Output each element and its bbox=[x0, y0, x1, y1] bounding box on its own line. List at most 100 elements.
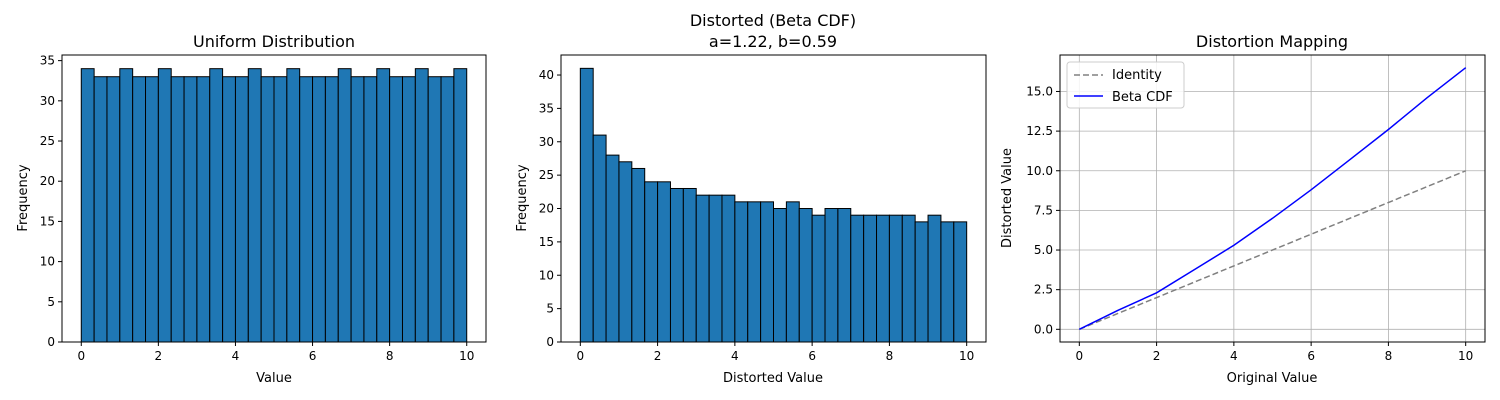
y-tick-label: 35 bbox=[40, 54, 55, 68]
histogram-bar bbox=[222, 76, 236, 343]
y-tick-label: 30 bbox=[539, 135, 554, 149]
uniform-plot-frame bbox=[61, 54, 487, 343]
histogram-bar bbox=[247, 68, 262, 343]
histogram-bar bbox=[196, 76, 211, 343]
histogram-bar bbox=[132, 76, 147, 343]
histogram-bar bbox=[453, 68, 468, 343]
distorted-chart-title: Distorted (Beta CDF) bbox=[690, 11, 856, 30]
histogram-bar bbox=[157, 68, 172, 343]
histogram-bar bbox=[837, 208, 852, 343]
x-tick-label: 4 bbox=[1230, 349, 1238, 363]
uniform-y-axis-label: Frequency bbox=[16, 164, 31, 231]
x-tick-label: 4 bbox=[232, 349, 240, 363]
histogram-bar bbox=[363, 76, 378, 343]
x-tick-label: 2 bbox=[1153, 349, 1161, 363]
histogram-bar bbox=[260, 76, 275, 343]
uniform-y-ticks: 0 5 10 15 20 25 30 35 bbox=[40, 54, 62, 349]
x-tick-label: 10 bbox=[1458, 349, 1473, 363]
x-tick-label: 6 bbox=[309, 349, 317, 363]
mapping-y-axis-label: Distorted Value bbox=[1000, 148, 1015, 248]
y-tick-label: 25 bbox=[40, 134, 55, 148]
histogram-bar bbox=[914, 221, 929, 343]
histogram-bar bbox=[734, 201, 749, 343]
y-tick-label: 0 bbox=[546, 335, 554, 349]
y-tick-label: 7.5 bbox=[1034, 203, 1053, 217]
x-tick-label: 10 bbox=[959, 349, 974, 363]
uniform-x-ticks: 0 2 4 6 8 10 bbox=[77, 342, 474, 363]
histogram-bar bbox=[605, 154, 620, 343]
x-tick-label: 8 bbox=[1385, 349, 1393, 363]
mapping-legend: Identity Beta CDF bbox=[1066, 61, 1185, 109]
y-tick-label: 5 bbox=[546, 302, 554, 316]
y-tick-label: 40 bbox=[539, 68, 554, 82]
legend-label-beta-cdf: Beta CDF bbox=[1112, 90, 1173, 105]
y-tick-label: 25 bbox=[539, 168, 554, 182]
distorted-x-ticks: 0 2 4 6 8 10 bbox=[576, 342, 974, 363]
x-tick-label: 4 bbox=[731, 349, 739, 363]
distorted-histogram-panel: Distorted (Beta CDF) a=1.22, b=0.59 0 2 4 6… bbox=[515, 11, 987, 386]
histogram-bar bbox=[389, 76, 403, 343]
histogram-bar bbox=[669, 187, 684, 343]
x-tick-label: 0 bbox=[77, 349, 85, 363]
mapping-chart-title: Distortion Mapping bbox=[1196, 32, 1348, 51]
series-line-identity bbox=[1079, 170, 1466, 330]
x-tick-label: 2 bbox=[155, 349, 163, 363]
y-tick-label: 30 bbox=[40, 94, 55, 108]
histogram-bar bbox=[209, 68, 224, 343]
histogram-bar bbox=[324, 76, 339, 343]
histogram-bar bbox=[183, 76, 198, 343]
histogram-bar bbox=[876, 214, 890, 343]
histogram-bar bbox=[785, 201, 800, 343]
legend-label-identity: Identity bbox=[1112, 68, 1162, 83]
histogram-bar bbox=[579, 67, 594, 343]
histogram-bar bbox=[414, 68, 429, 343]
distorted-y-axis-label: Frequency bbox=[515, 164, 530, 231]
histogram-bar bbox=[440, 76, 455, 343]
x-tick-label: 8 bbox=[386, 349, 394, 363]
series-line-beta-cdf bbox=[1078, 67, 1467, 330]
histogram-bar bbox=[708, 194, 723, 343]
uniform-x-axis-label: Value bbox=[256, 371, 292, 386]
y-tick-label: 10.0 bbox=[1026, 164, 1053, 178]
histogram-bar bbox=[888, 214, 903, 343]
mapping-line-panel: Distortion Mapping 0 2 4 6 8 10 0.0 2.5 5.0 7.5 1… bbox=[1000, 32, 1486, 386]
distorted-chart-subtitle: a=1.22, b=0.59 bbox=[709, 32, 837, 51]
histogram-bar bbox=[631, 167, 646, 343]
histogram-bar bbox=[145, 76, 159, 343]
y-tick-label: 20 bbox=[40, 174, 55, 188]
y-tick-label: 0 bbox=[47, 335, 55, 349]
x-tick-label: 6 bbox=[1307, 349, 1315, 363]
histogram-bar bbox=[592, 134, 607, 343]
histogram-bar bbox=[721, 194, 736, 343]
mapping-plot-frame bbox=[1059, 54, 1486, 343]
y-tick-label: 10 bbox=[40, 255, 55, 269]
y-tick-label: 20 bbox=[539, 202, 554, 216]
histogram-bar bbox=[170, 76, 185, 343]
histogram-bar bbox=[824, 208, 839, 343]
histogram-bar bbox=[863, 214, 878, 343]
y-tick-label: 12.5 bbox=[1026, 124, 1053, 138]
mapping-x-ticks: 0 2 4 6 8 10 bbox=[1075, 342, 1473, 363]
histogram-bar bbox=[760, 201, 775, 343]
mapping-grid bbox=[1060, 55, 1485, 342]
x-tick-label: 10 bbox=[459, 349, 474, 363]
histogram-bar bbox=[93, 76, 108, 343]
y-tick-label: 15.0 bbox=[1026, 84, 1053, 98]
histogram-bar bbox=[273, 76, 288, 343]
histogram-bar bbox=[427, 76, 442, 343]
histogram-bar bbox=[927, 214, 942, 343]
y-tick-label: 5 bbox=[47, 295, 55, 309]
histogram-bar bbox=[119, 68, 134, 343]
mapping-x-axis-label: Original Value bbox=[1227, 371, 1318, 386]
histogram-bar bbox=[940, 221, 955, 343]
y-tick-label: 15 bbox=[40, 214, 55, 228]
histogram-bar bbox=[798, 208, 813, 343]
distorted-plot-frame bbox=[560, 54, 987, 343]
histogram-bar bbox=[682, 187, 697, 343]
y-tick-label: 10 bbox=[539, 268, 554, 282]
histogram-bar bbox=[80, 68, 95, 343]
histogram-bar bbox=[901, 214, 916, 343]
y-tick-label: 0.0 bbox=[1034, 322, 1053, 336]
histogram-bar bbox=[234, 76, 249, 343]
histogram-bar bbox=[350, 76, 365, 343]
